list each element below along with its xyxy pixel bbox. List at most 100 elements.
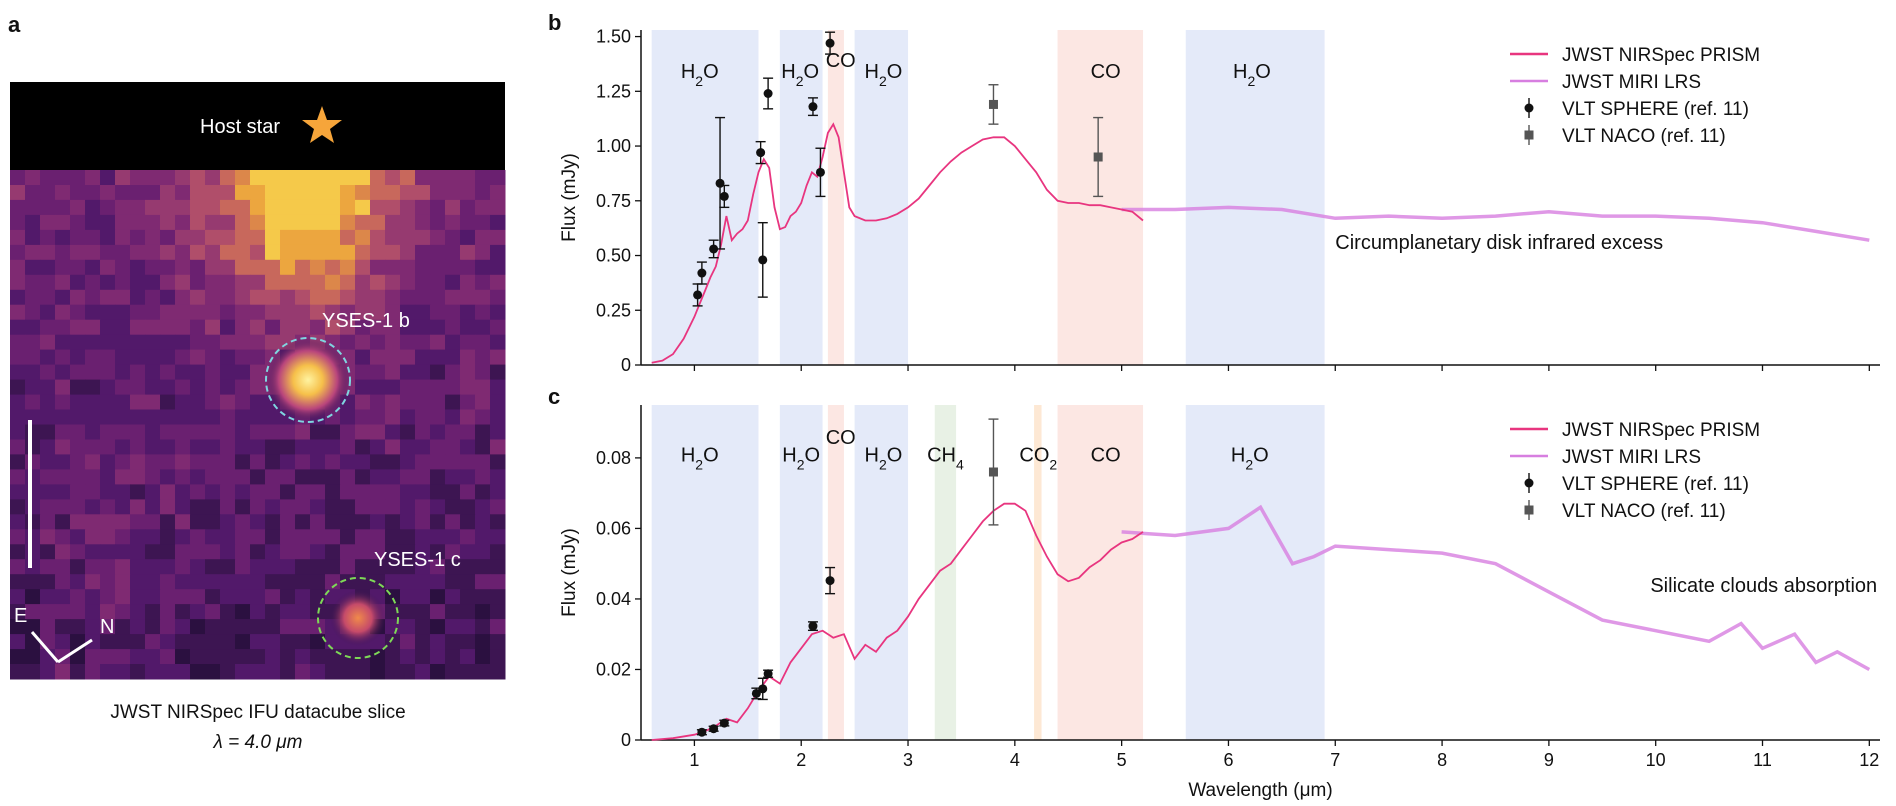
- ifu-pixel: [400, 619, 416, 635]
- ifu-pixel: [205, 214, 221, 231]
- ifu-pixel: [25, 664, 41, 680]
- ifu-pixel: [10, 214, 26, 231]
- ifu-pixel: [460, 589, 476, 605]
- ifu-pixel: [115, 589, 131, 605]
- ifu-pixel: [340, 664, 356, 680]
- ifu-pixel: [10, 574, 26, 590]
- planet-c-label: YSES-1 c: [374, 549, 461, 571]
- ifu-pixel: [295, 229, 311, 246]
- ifu-pixel: [460, 499, 476, 515]
- legend-prism-label: JWST NIRSpec PRISM: [1562, 45, 1760, 66]
- ifu-pixel: [145, 499, 161, 515]
- ifu-pixel: [25, 170, 41, 186]
- ifu-pixel: [85, 559, 101, 575]
- ifu-pixel: [490, 185, 506, 201]
- ifu-pixel: [250, 229, 266, 246]
- ifu-pixel: [205, 514, 221, 530]
- ifu-pixel: [220, 469, 236, 485]
- ifu-pixel: [55, 334, 71, 351]
- ifu-pixel: [175, 529, 191, 545]
- ifu-pixel: [445, 304, 461, 321]
- ifu-pixel: [25, 364, 41, 381]
- ifu-pixel: [415, 424, 431, 440]
- ifu-pixel: [490, 514, 506, 530]
- ifu-pixel: [265, 274, 281, 291]
- ifu-pixel: [160, 514, 176, 530]
- ifu-pixel: [55, 214, 71, 231]
- ifu-pixel: [100, 304, 116, 321]
- ifu-pixel: [145, 529, 161, 545]
- host-star-label: Host star: [200, 116, 280, 138]
- ifu-pixel: [220, 619, 236, 635]
- ifu-pixel: [415, 559, 431, 575]
- ifu-pixel: [355, 529, 371, 545]
- ifu-pixel: [70, 469, 86, 485]
- star-icon: [302, 106, 342, 143]
- ifu-pixel: [190, 394, 206, 411]
- ifu-pixel: [85, 199, 101, 216]
- ifu-pixel: [325, 664, 341, 680]
- ifu-pixel: [25, 214, 41, 231]
- ifu-pixel: [490, 529, 506, 545]
- planet-b-label: YSES-1 b: [322, 310, 410, 332]
- ifu-pixel: [100, 319, 116, 336]
- ifu-pixel: [40, 604, 56, 620]
- ifu-pixel: [430, 319, 446, 336]
- ifu-pixel: [115, 244, 131, 261]
- ifu-pixel: [205, 364, 221, 381]
- sphere-point: [715, 178, 725, 188]
- ifu-pixel: [55, 409, 71, 425]
- ifu-pixel: [10, 664, 26, 680]
- ifu-pixel: [310, 559, 326, 575]
- ifu-pixel: [385, 544, 401, 560]
- ifu-pixel: [145, 484, 161, 500]
- ifu-pixel: [145, 514, 161, 530]
- ifu-pixel: [370, 424, 386, 440]
- ifu-pixel: [400, 424, 416, 440]
- ifu-pixel: [355, 439, 371, 455]
- ifu-pixel: [280, 514, 296, 530]
- sphere-point: [758, 684, 768, 694]
- ifu-pixel: [100, 469, 116, 485]
- ifu-pixel: [460, 649, 476, 665]
- ifu-pixel: [175, 274, 191, 291]
- ifu-pixel: [430, 379, 446, 396]
- ifu-pixel: [190, 259, 206, 276]
- ifu-pixel: [190, 439, 206, 455]
- absorption-band: [854, 405, 909, 740]
- ifu-pixel: [130, 529, 146, 545]
- ifu-pixel: [445, 544, 461, 560]
- ifu-pixel: [280, 604, 296, 620]
- ifu-pixel: [250, 185, 266, 201]
- ifu-pixel: [310, 454, 326, 470]
- ifu-pixel: [40, 289, 56, 306]
- ifu-pixel: [115, 334, 131, 351]
- ifu-pixel: [190, 229, 206, 246]
- ifu-pixel: [55, 379, 71, 396]
- ifu-pixel: [220, 634, 236, 650]
- ifu-pixel: [190, 274, 206, 291]
- ifu-pixel: [100, 439, 116, 455]
- ifu-pixel: [70, 574, 86, 590]
- ifu-pixel: [265, 229, 281, 246]
- ifu-pixel: [70, 499, 86, 515]
- ifu-pixel: [460, 619, 476, 635]
- ifu-pixel: [235, 649, 251, 665]
- ifu-pixel: [160, 664, 176, 680]
- ifu-pixel: [445, 664, 461, 680]
- ifu-pixel: [325, 259, 341, 276]
- ifu-pixel: [205, 185, 221, 201]
- ifu-pixel: [130, 199, 146, 216]
- ifu-pixel: [85, 634, 101, 650]
- ifu-pixel: [70, 185, 86, 201]
- ifu-pixel: [115, 379, 131, 396]
- ifu-pixel: [475, 529, 491, 545]
- y-tick-label: 0.50: [596, 246, 631, 266]
- ifu-pixel: [190, 185, 206, 201]
- ifu-pixel: [250, 170, 266, 186]
- ifu-pixel: [340, 514, 356, 530]
- ifu-pixel: [40, 454, 56, 470]
- ifu-pixel: [130, 664, 146, 680]
- ifu-pixel: [490, 424, 506, 440]
